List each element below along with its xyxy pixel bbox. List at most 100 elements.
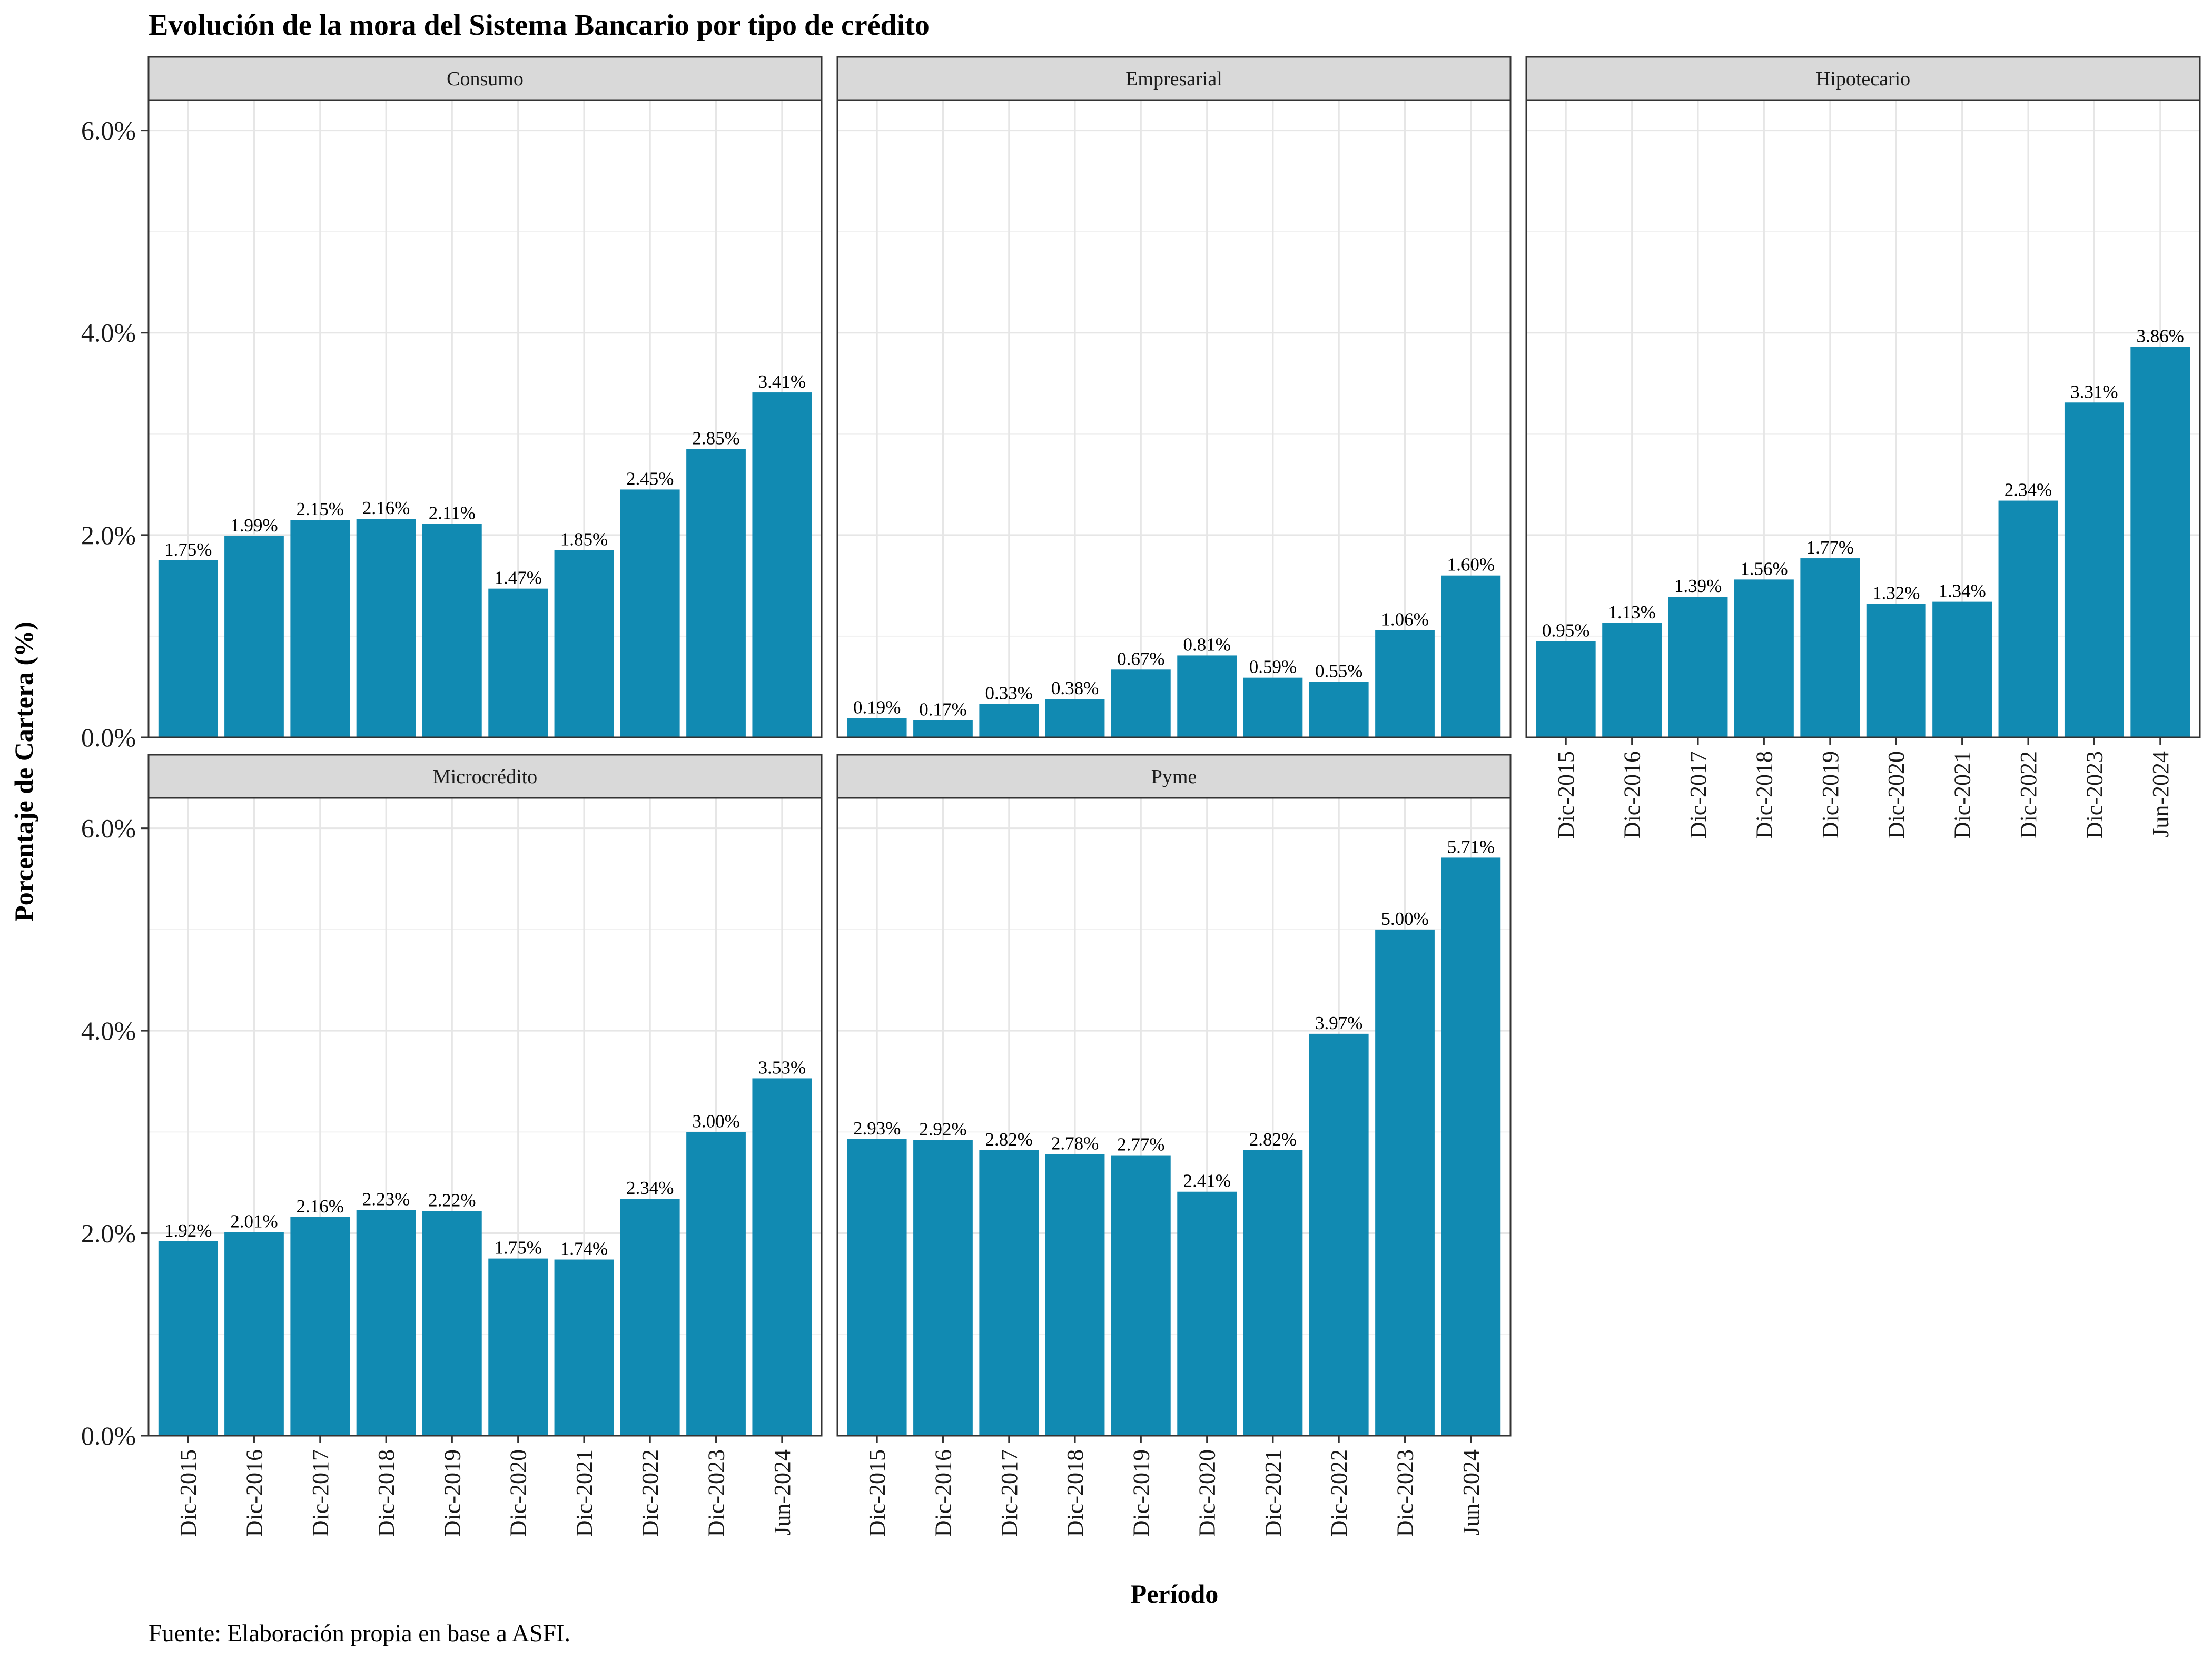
facet-hipotecario-x-tick-label: Dic-2016 xyxy=(1619,751,1645,838)
facet-microcredito-bar-7 xyxy=(554,1259,614,1436)
facet-hipotecario-bar-label-8: 2.34% xyxy=(2004,480,2052,500)
facet-microcredito-y-tick-label: 4.0% xyxy=(81,1016,136,1045)
facet-microcredito-bar-label-3: 2.16% xyxy=(297,1196,344,1217)
facet-microcredito-bar-6 xyxy=(488,1258,548,1436)
facet-microcredito-x-tick-label: Dic-2020 xyxy=(506,1449,531,1537)
facet-hipotecario-x-tick-label: Dic-2021 xyxy=(1950,751,1976,838)
facet-microcredito-bar-label-2: 2.01% xyxy=(230,1211,278,1232)
facet-pyme-strip xyxy=(836,754,1512,799)
facet-hipotecario-bar-label-2: 1.13% xyxy=(1608,602,1655,623)
facet-consumo-panel-border xyxy=(147,99,823,738)
facet-hipotecario-bar-label-10: 3.86% xyxy=(2137,326,2184,347)
facet-pyme-bar-8 xyxy=(1309,1033,1369,1436)
facet-consumo-bar-2 xyxy=(224,536,284,737)
facet-hipotecario-panel-border xyxy=(1525,99,2201,738)
facet-hipotecario-strip xyxy=(1525,56,2201,101)
facet-microcredito-x-tick-label: Dic-2016 xyxy=(241,1449,267,1537)
facet-empresarial-strip-label: Empresarial xyxy=(1125,68,1222,90)
facet-pyme-bar-label-7: 2.82% xyxy=(1249,1129,1297,1150)
facet-microcredito-bar-8 xyxy=(620,1199,680,1436)
facet-pyme-bar-9 xyxy=(1375,929,1435,1436)
facet-hipotecario: Hipotecario 0.95% 1.13% 1.39% 1.56% 1.77% 1.32… xyxy=(1525,56,2201,838)
facet-empresarial-bar-6 xyxy=(1177,655,1237,737)
facet-pyme-bar-5 xyxy=(1111,1155,1171,1436)
facet-consumo-bar-8 xyxy=(620,489,680,737)
facet-microcredito-x-tick-label: Dic-2021 xyxy=(571,1449,597,1537)
facet-pyme-x-tick-label: Dic-2016 xyxy=(930,1449,956,1537)
facet-pyme-bar-label-3: 2.82% xyxy=(985,1129,1033,1150)
facet-microcredito-bar-5 xyxy=(422,1211,482,1436)
facet-microcredito-bar-9 xyxy=(686,1132,746,1436)
facet-pyme-bar-label-2: 2.92% xyxy=(919,1119,966,1140)
facet-microcredito-y-tick-label: 6.0% xyxy=(81,814,136,843)
facet-pyme: Pyme 2.93% 2.92% 2.82% 2.78% 2.77% 2.41% 2.82% 3… xyxy=(836,754,1512,1537)
facet-pyme-x-tick-label: Dic-2017 xyxy=(996,1449,1022,1537)
facet-consumo-bar-label-9: 2.85% xyxy=(692,428,739,449)
facet-empresarial-bar-label-8: 0.55% xyxy=(1315,660,1362,681)
facet-pyme-x-tick-label: Dic-2023 xyxy=(1393,1449,1418,1537)
facet-pyme-bar-label-8: 3.97% xyxy=(1315,1013,1362,1033)
facet-empresarial-bar-3 xyxy=(979,704,1039,737)
facet-hipotecario-x-tick-label: Dic-2020 xyxy=(1883,751,1909,838)
facet-hipotecario-bar-2 xyxy=(1602,623,1662,737)
facet-hipotecario-bar-8 xyxy=(1998,500,2058,737)
facet-consumo-strip xyxy=(147,56,823,101)
facet-empresarial-bar-label-1: 0.19% xyxy=(853,697,901,718)
facet-pyme-bar-2 xyxy=(913,1140,973,1436)
facet-pyme-bar-label-5: 2.77% xyxy=(1117,1134,1164,1155)
facet-consumo-bar-label-10: 3.41% xyxy=(758,371,806,392)
facet-microcredito-bar-label-8: 2.34% xyxy=(626,1178,674,1198)
facet-empresarial-bar-label-6: 0.81% xyxy=(1183,634,1230,655)
facet-pyme-bar-label-4: 2.78% xyxy=(1051,1133,1099,1154)
facet-hipotecario-x-tick-label: Dic-2015 xyxy=(1553,751,1579,838)
facet-empresarial-bar-10 xyxy=(1441,575,1501,737)
facet-pyme-bar-1 xyxy=(847,1139,907,1436)
facet-consumo-bar-7 xyxy=(554,550,614,737)
facet-empresarial-bar-label-5: 0.67% xyxy=(1117,648,1164,669)
facet-microcredito: Microcrédito 1.92% 2.01% 2.16% 2.23% 2.22% 1.7… xyxy=(81,754,823,1537)
facet-consumo-bar-4 xyxy=(356,519,416,737)
facet-pyme-bar-3 xyxy=(979,1150,1039,1436)
facet-consumo-strip-label: Consumo xyxy=(447,68,524,90)
facet-microcredito-panel-border xyxy=(147,797,823,1437)
facet-microcredito-bar-4 xyxy=(356,1210,416,1436)
facet-consumo-bar-label-4: 2.16% xyxy=(362,498,410,518)
facet-microcredito-bar-label-6: 1.75% xyxy=(494,1238,541,1258)
facet-empresarial-bar-4 xyxy=(1045,699,1105,737)
facet-hipotecario-bar-10 xyxy=(2130,347,2190,737)
facet-microcredito-x-tick-label: Jun-2024 xyxy=(769,1449,795,1536)
facet-consumo-y-tick-label: 0.0% xyxy=(81,723,136,752)
facet-hipotecario-bar-label-6: 1.32% xyxy=(1872,582,1920,603)
facet-empresarial-bar-label-7: 0.59% xyxy=(1249,657,1297,677)
facet-microcredito-strip xyxy=(147,754,823,799)
facet-microcredito-x-tick-label: Dic-2017 xyxy=(308,1449,333,1537)
facet-hipotecario-bar-1 xyxy=(1536,641,1596,737)
facet-consumo-bar-label-8: 2.45% xyxy=(626,468,674,489)
x-axis-title: Período xyxy=(1131,1579,1219,1608)
facet-consumo-bar-label-3: 2.15% xyxy=(297,499,344,519)
facet-pyme-bar-label-10: 5.71% xyxy=(1447,836,1495,857)
facet-microcredito-bar-label-4: 2.23% xyxy=(362,1189,410,1209)
facet-pyme-panel-border xyxy=(836,797,1512,1437)
facet-pyme-x-tick-label: Dic-2019 xyxy=(1128,1449,1154,1537)
facet-hipotecario-x-tick-label: Dic-2017 xyxy=(1685,751,1711,838)
facet-consumo-bar-1 xyxy=(158,560,218,737)
facet-pyme-bar-label-9: 5.00% xyxy=(1381,908,1428,929)
facet-pyme-bar-10 xyxy=(1441,857,1501,1436)
facet-microcredito-bar-label-9: 3.00% xyxy=(692,1111,739,1131)
facet-consumo-bar-label-1: 1.75% xyxy=(164,539,212,560)
facet-consumo-y-tick-label: 2.0% xyxy=(81,520,136,550)
facet-empresarial-bar-2 xyxy=(913,720,973,737)
facet-hipotecario-bar-7 xyxy=(1932,601,1992,737)
facet-microcredito-y-tick-label: 0.0% xyxy=(81,1421,136,1450)
facet-hipotecario-bar-9 xyxy=(2064,402,2124,737)
y-axis-title: Porcentaje de Cartera (%) xyxy=(9,621,38,922)
facet-hipotecario-bar-label-5: 1.77% xyxy=(1806,537,1854,558)
facet-empresarial-bar-7 xyxy=(1243,677,1303,737)
facet-pyme-x-tick-label: Dic-2020 xyxy=(1194,1449,1220,1537)
facet-pyme-strip-label: Pyme xyxy=(1151,766,1197,788)
facet-microcredito-x-tick-label: Dic-2018 xyxy=(373,1449,399,1537)
facet-empresarial-bar-label-2: 0.17% xyxy=(919,699,966,719)
